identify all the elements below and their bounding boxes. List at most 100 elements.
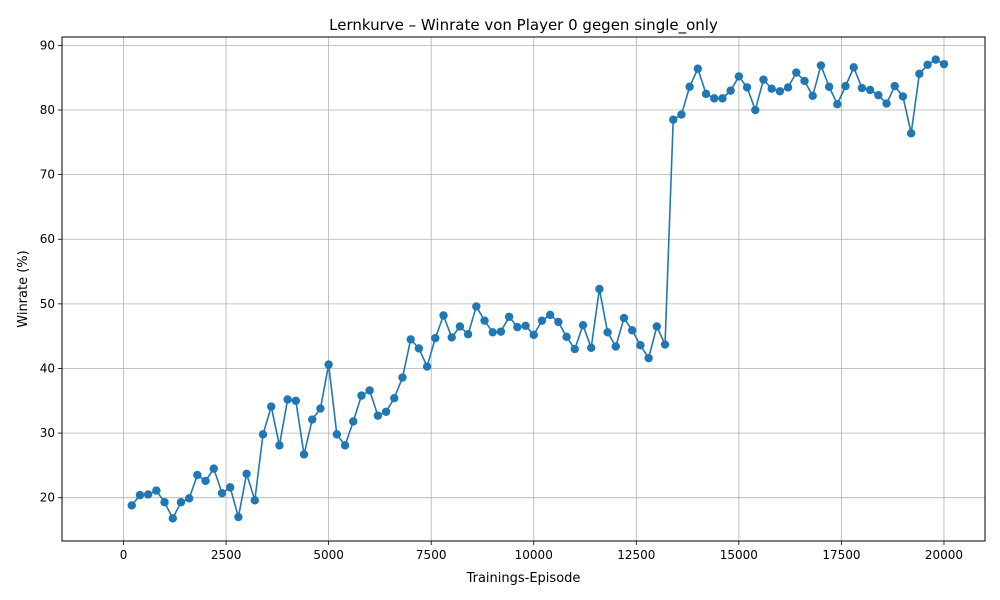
data-point — [636, 341, 645, 350]
data-point — [562, 332, 571, 342]
data-point — [472, 302, 481, 311]
data-point — [800, 76, 809, 86]
data-point — [209, 464, 218, 473]
data-point — [767, 84, 776, 93]
y-tick-label: 90 — [40, 38, 55, 52]
data-point — [628, 326, 637, 335]
series-winrate — [127, 55, 949, 523]
data-point — [792, 68, 801, 77]
data-point — [496, 327, 506, 336]
data-point — [923, 60, 932, 69]
data-point — [340, 441, 350, 450]
data-point — [349, 417, 358, 426]
data-point — [365, 386, 374, 395]
data-point — [685, 82, 694, 91]
y-axis-label: Winrate (%) — [16, 250, 31, 327]
data-point — [135, 490, 145, 500]
data-point — [152, 486, 161, 495]
data-point — [865, 85, 875, 95]
data-point — [693, 64, 703, 73]
data-point — [176, 498, 186, 507]
data-point — [521, 321, 530, 331]
data-point — [619, 313, 629, 323]
data-point — [357, 391, 366, 400]
series-line — [131, 58, 945, 520]
data-point — [669, 115, 678, 124]
data-point — [258, 430, 268, 439]
data-point — [660, 340, 670, 349]
data-point — [595, 284, 604, 294]
plot-frame — [61, 36, 986, 542]
data-point — [545, 310, 555, 320]
data-point — [201, 476, 210, 486]
data-point — [431, 333, 440, 343]
data-point — [184, 494, 194, 503]
data-point — [783, 83, 793, 92]
data-point — [463, 330, 473, 339]
data-point — [267, 402, 276, 411]
data-point — [373, 411, 383, 420]
data-point — [308, 415, 317, 424]
data-point — [906, 129, 916, 138]
y-tick-label: 60 — [40, 232, 55, 246]
data-point — [824, 82, 834, 91]
data-point — [644, 353, 653, 363]
data-point — [406, 335, 415, 344]
data-point — [242, 469, 251, 478]
data-point — [586, 343, 596, 352]
y-tick-label: 80 — [40, 103, 55, 117]
chart-title: Lernkurve – Winrate von Player 0 gegen s… — [329, 16, 718, 35]
data-point — [234, 512, 243, 522]
data-point — [316, 404, 325, 413]
data-point — [751, 105, 760, 115]
data-point — [529, 330, 538, 340]
data-point — [480, 316, 489, 325]
data-point — [160, 498, 169, 507]
data-point — [849, 63, 858, 72]
data-point — [808, 91, 817, 101]
data-point — [398, 373, 407, 382]
data-point — [283, 395, 292, 404]
data-point — [414, 344, 424, 353]
data-point — [857, 83, 867, 93]
data-point — [759, 75, 768, 84]
x-tick-label: 17500 — [822, 548, 860, 562]
grid — [62, 37, 985, 541]
data-point — [447, 333, 456, 342]
data-point — [931, 55, 940, 64]
data-point — [250, 496, 259, 505]
data-point — [554, 317, 563, 327]
data-point — [324, 360, 333, 369]
data-point — [882, 99, 891, 108]
data-point — [652, 322, 662, 331]
data-point — [143, 490, 153, 499]
data-point — [299, 450, 309, 459]
data-point — [439, 311, 448, 320]
data-point — [734, 72, 744, 81]
data-point — [422, 362, 432, 371]
data-point — [775, 87, 785, 96]
y-axis-ticks: 20 30 40 50 60 70 80 90 — [40, 38, 62, 505]
data-point — [841, 81, 850, 91]
data-point — [291, 396, 301, 405]
data-point — [611, 342, 620, 351]
data-point — [833, 100, 842, 109]
data-point — [726, 86, 735, 95]
x-tick-label: 15000 — [720, 548, 758, 562]
data-point — [390, 394, 399, 403]
x-axis-ticks: 0 2500 5000 7500 10000 12500 15000 17500 20000 — [120, 541, 963, 562]
data-point — [127, 501, 136, 510]
data-point — [225, 483, 235, 492]
x-tick-label: 20000 — [925, 548, 963, 562]
data-point — [578, 320, 588, 330]
x-tick-label: 2500 — [211, 548, 242, 562]
data-point — [677, 110, 686, 119]
y-tick-label: 50 — [40, 297, 55, 311]
data-point — [874, 90, 883, 100]
data-point — [168, 514, 177, 523]
x-tick-label: 7500 — [416, 548, 447, 562]
data-point — [381, 407, 391, 416]
data-point — [742, 83, 752, 92]
x-tick-label: 12500 — [617, 548, 655, 562]
